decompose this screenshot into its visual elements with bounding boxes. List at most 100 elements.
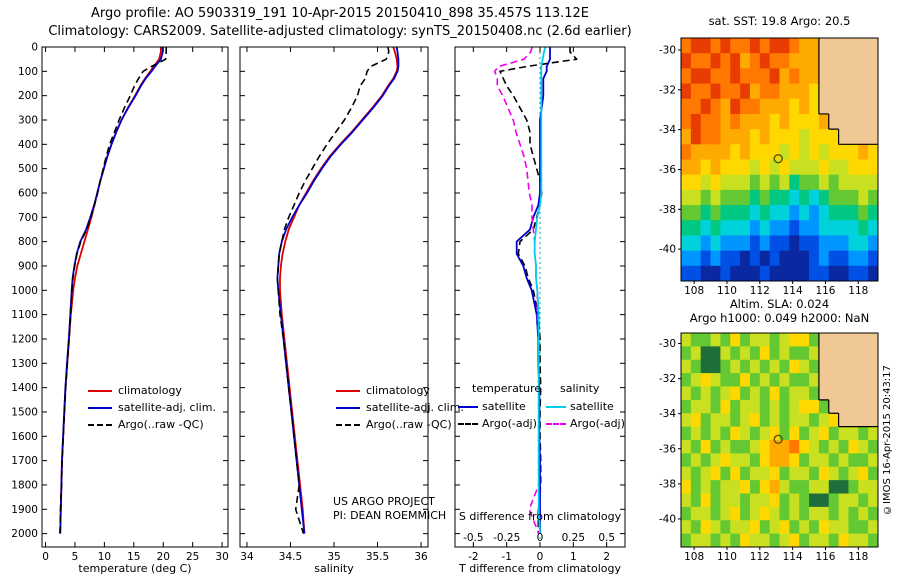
- map-cell: [681, 533, 692, 548]
- map-cell: [690, 386, 702, 401]
- map-cell: [769, 520, 780, 535]
- map-cell: [858, 413, 869, 428]
- map-cell: [828, 346, 839, 361]
- map-cell: [828, 453, 839, 468]
- map-cell: [789, 453, 800, 468]
- map-cell: [848, 533, 859, 548]
- map-cell: [848, 333, 859, 347]
- map-cell: [838, 83, 849, 100]
- map-cell: [720, 113, 731, 130]
- map-cell: [740, 68, 751, 84]
- map-cell: [710, 480, 721, 494]
- map-cell: [769, 38, 780, 54]
- map-cell: [749, 220, 761, 236]
- map-cell: [710, 129, 721, 145]
- map-cell: [848, 346, 859, 361]
- map-cell: [700, 386, 711, 401]
- map-cell: [730, 53, 741, 69]
- map-cell: [749, 506, 761, 521]
- map-cell: [789, 83, 800, 100]
- map-cell: [858, 98, 869, 115]
- x-tick-label: -1: [501, 551, 511, 563]
- map-cell: [749, 346, 761, 361]
- map-cell: [779, 83, 790, 100]
- map-cell: [838, 493, 849, 508]
- map-cell: [720, 38, 731, 54]
- map-cell: [710, 98, 721, 115]
- map-cell: [838, 235, 849, 252]
- map-cell: [759, 373, 771, 387]
- map-cell: [809, 359, 820, 374]
- map-cell: [769, 129, 780, 145]
- map-cell: [828, 38, 839, 54]
- map-cell: [740, 53, 751, 69]
- map-cell: [740, 83, 751, 100]
- map-cell: [838, 68, 849, 84]
- map-cell: [759, 333, 771, 347]
- map-cell: [809, 506, 820, 521]
- map-cell: [681, 113, 692, 130]
- map-cell: [769, 144, 780, 160]
- map-cell: [690, 493, 702, 508]
- map-cell: [858, 346, 869, 361]
- map-cell: [710, 174, 721, 191]
- map-cell: [789, 189, 800, 206]
- map-cell: [838, 386, 849, 401]
- depth-tick-label: 600: [18, 187, 38, 199]
- map-cell: [858, 189, 869, 206]
- map-cell: [848, 189, 859, 206]
- map-cell: [809, 68, 820, 84]
- map-cell: [799, 453, 810, 468]
- map-cell: [759, 346, 771, 361]
- map-cell: [848, 493, 859, 508]
- map-cell: [740, 386, 751, 401]
- map-cell: [700, 493, 711, 508]
- map-cell: [809, 440, 820, 454]
- map-cell: [769, 373, 780, 387]
- legend-label: Argo(-adj): [482, 417, 537, 430]
- map-cell: [759, 83, 771, 100]
- map-cell: [720, 466, 731, 481]
- pi-annotation: PI: DEAN ROEMMICH: [333, 509, 447, 522]
- s-tick-label: -0.5: [463, 532, 484, 544]
- map-cell: [809, 235, 820, 252]
- map-cell: [690, 480, 702, 494]
- map-cell: [749, 250, 761, 267]
- map-cell: [818, 440, 830, 454]
- map-cell: [809, 129, 820, 145]
- map-cell: [769, 265, 780, 282]
- lon-tick-label: 114: [783, 285, 803, 297]
- map-cell: [710, 426, 721, 441]
- map-cell: [769, 174, 780, 191]
- map-cell: [818, 399, 830, 414]
- project-annotation: US ARGO PROJECT: [333, 495, 435, 508]
- map-cell: [828, 174, 839, 191]
- map-cell: [848, 220, 859, 236]
- map-cell: [740, 113, 751, 130]
- map-cell: [730, 265, 741, 282]
- map-cell: [838, 38, 849, 54]
- map-cell: [720, 174, 731, 191]
- map-cell: [740, 250, 751, 267]
- map-cell: [818, 113, 830, 130]
- map-cell: [690, 440, 702, 454]
- map-cell: [730, 399, 741, 414]
- map-cell: [818, 98, 830, 115]
- x-tick-label: 1: [570, 551, 577, 563]
- map-cell: [779, 386, 790, 401]
- map-cell: [818, 235, 830, 252]
- map-cell: [710, 38, 721, 54]
- map-cell: [838, 399, 849, 414]
- map-cell: [868, 493, 879, 508]
- map-cell: [730, 373, 741, 387]
- map-cell: [740, 480, 751, 494]
- map-cell: [730, 144, 741, 160]
- map-cell: [838, 250, 849, 267]
- map-cell: [759, 426, 771, 441]
- depth-tick-label: 1900: [11, 504, 38, 516]
- sla-map-title-line2: Argo h1000: 0.049 h2000: NaN: [689, 311, 870, 325]
- map-cell: [749, 426, 761, 441]
- map-cell: [681, 453, 692, 468]
- coastline: [818, 333, 878, 428]
- map-cell: [818, 453, 830, 468]
